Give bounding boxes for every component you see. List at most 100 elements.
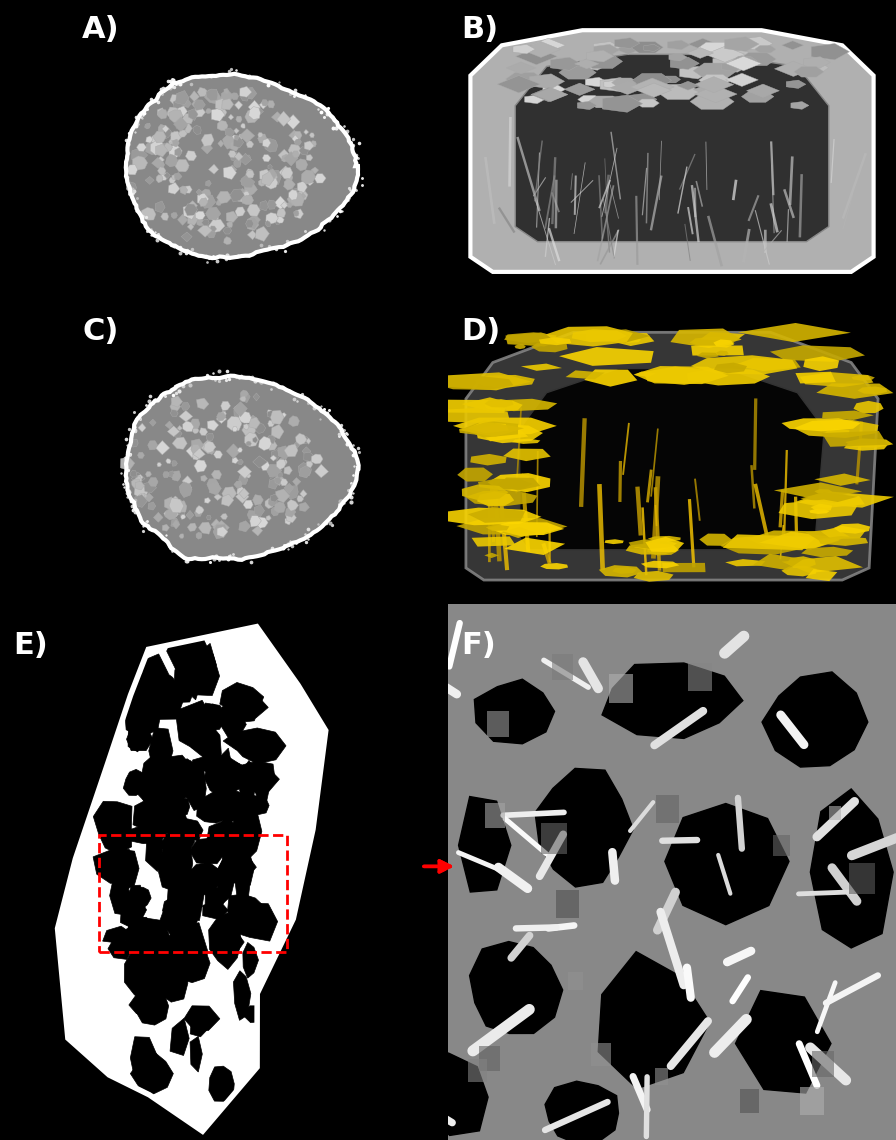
Polygon shape [202,189,211,198]
Polygon shape [187,523,197,531]
Bar [849,863,874,895]
Polygon shape [211,470,221,479]
Polygon shape [221,700,258,723]
Polygon shape [145,472,151,477]
Polygon shape [459,422,524,437]
Polygon shape [774,62,813,76]
Polygon shape [270,455,277,461]
Polygon shape [505,333,565,347]
Polygon shape [131,671,174,698]
Polygon shape [190,756,240,772]
Bar [812,1051,834,1077]
Polygon shape [174,650,200,702]
Polygon shape [238,474,248,484]
Polygon shape [132,148,148,163]
Polygon shape [295,209,304,219]
Polygon shape [487,473,550,492]
Polygon shape [130,470,137,477]
Polygon shape [146,136,153,144]
Polygon shape [691,356,797,374]
Polygon shape [474,679,555,743]
Polygon shape [206,89,218,101]
Polygon shape [739,52,776,66]
Polygon shape [271,410,284,424]
Polygon shape [798,491,894,507]
Polygon shape [299,503,309,512]
Polygon shape [203,755,232,796]
Polygon shape [513,44,535,54]
Polygon shape [183,204,197,220]
Polygon shape [210,226,217,231]
Polygon shape [148,502,156,510]
Polygon shape [197,88,209,97]
Polygon shape [224,89,229,95]
Polygon shape [220,795,269,816]
Polygon shape [196,189,202,196]
Polygon shape [284,466,292,474]
Polygon shape [199,401,204,407]
Polygon shape [247,511,257,519]
Polygon shape [186,511,194,520]
Text: D): D) [461,317,501,347]
Polygon shape [182,124,193,133]
Polygon shape [720,536,802,555]
Polygon shape [205,207,220,220]
Bar [568,971,583,991]
Polygon shape [737,323,851,342]
Polygon shape [156,174,163,182]
Polygon shape [625,543,678,554]
Polygon shape [194,107,205,117]
Bar [591,1043,611,1066]
Polygon shape [262,99,268,106]
Polygon shape [559,66,596,79]
Polygon shape [497,75,540,92]
Polygon shape [432,408,509,423]
Polygon shape [197,219,204,226]
Polygon shape [300,193,306,198]
Polygon shape [298,463,312,477]
Polygon shape [155,201,165,213]
Bar [739,1089,759,1113]
Polygon shape [477,491,514,506]
Polygon shape [283,184,289,188]
Polygon shape [157,161,165,169]
Polygon shape [199,198,208,206]
Polygon shape [189,722,215,759]
Polygon shape [180,186,188,195]
Polygon shape [236,490,249,503]
Polygon shape [816,383,893,399]
Polygon shape [181,233,192,242]
Polygon shape [266,176,272,182]
Polygon shape [754,46,776,52]
Polygon shape [164,142,173,152]
Polygon shape [185,768,206,811]
Polygon shape [497,478,540,490]
Polygon shape [180,511,185,516]
Polygon shape [231,903,278,942]
Polygon shape [193,448,205,458]
Polygon shape [138,474,143,480]
Polygon shape [134,774,181,807]
Polygon shape [240,391,250,402]
Polygon shape [796,495,865,508]
Polygon shape [271,507,279,516]
Polygon shape [260,169,271,181]
Polygon shape [670,57,699,70]
Polygon shape [187,213,198,226]
Polygon shape [164,172,170,179]
Polygon shape [157,156,165,163]
Polygon shape [189,838,227,864]
Polygon shape [157,463,161,466]
Polygon shape [142,654,168,691]
Polygon shape [138,453,144,458]
Polygon shape [282,154,289,162]
Polygon shape [234,481,242,488]
Polygon shape [648,536,681,542]
Polygon shape [197,223,212,237]
Polygon shape [157,839,193,893]
Polygon shape [264,139,278,152]
Polygon shape [176,90,189,105]
Polygon shape [694,86,737,103]
Polygon shape [142,494,148,499]
Polygon shape [714,363,747,373]
